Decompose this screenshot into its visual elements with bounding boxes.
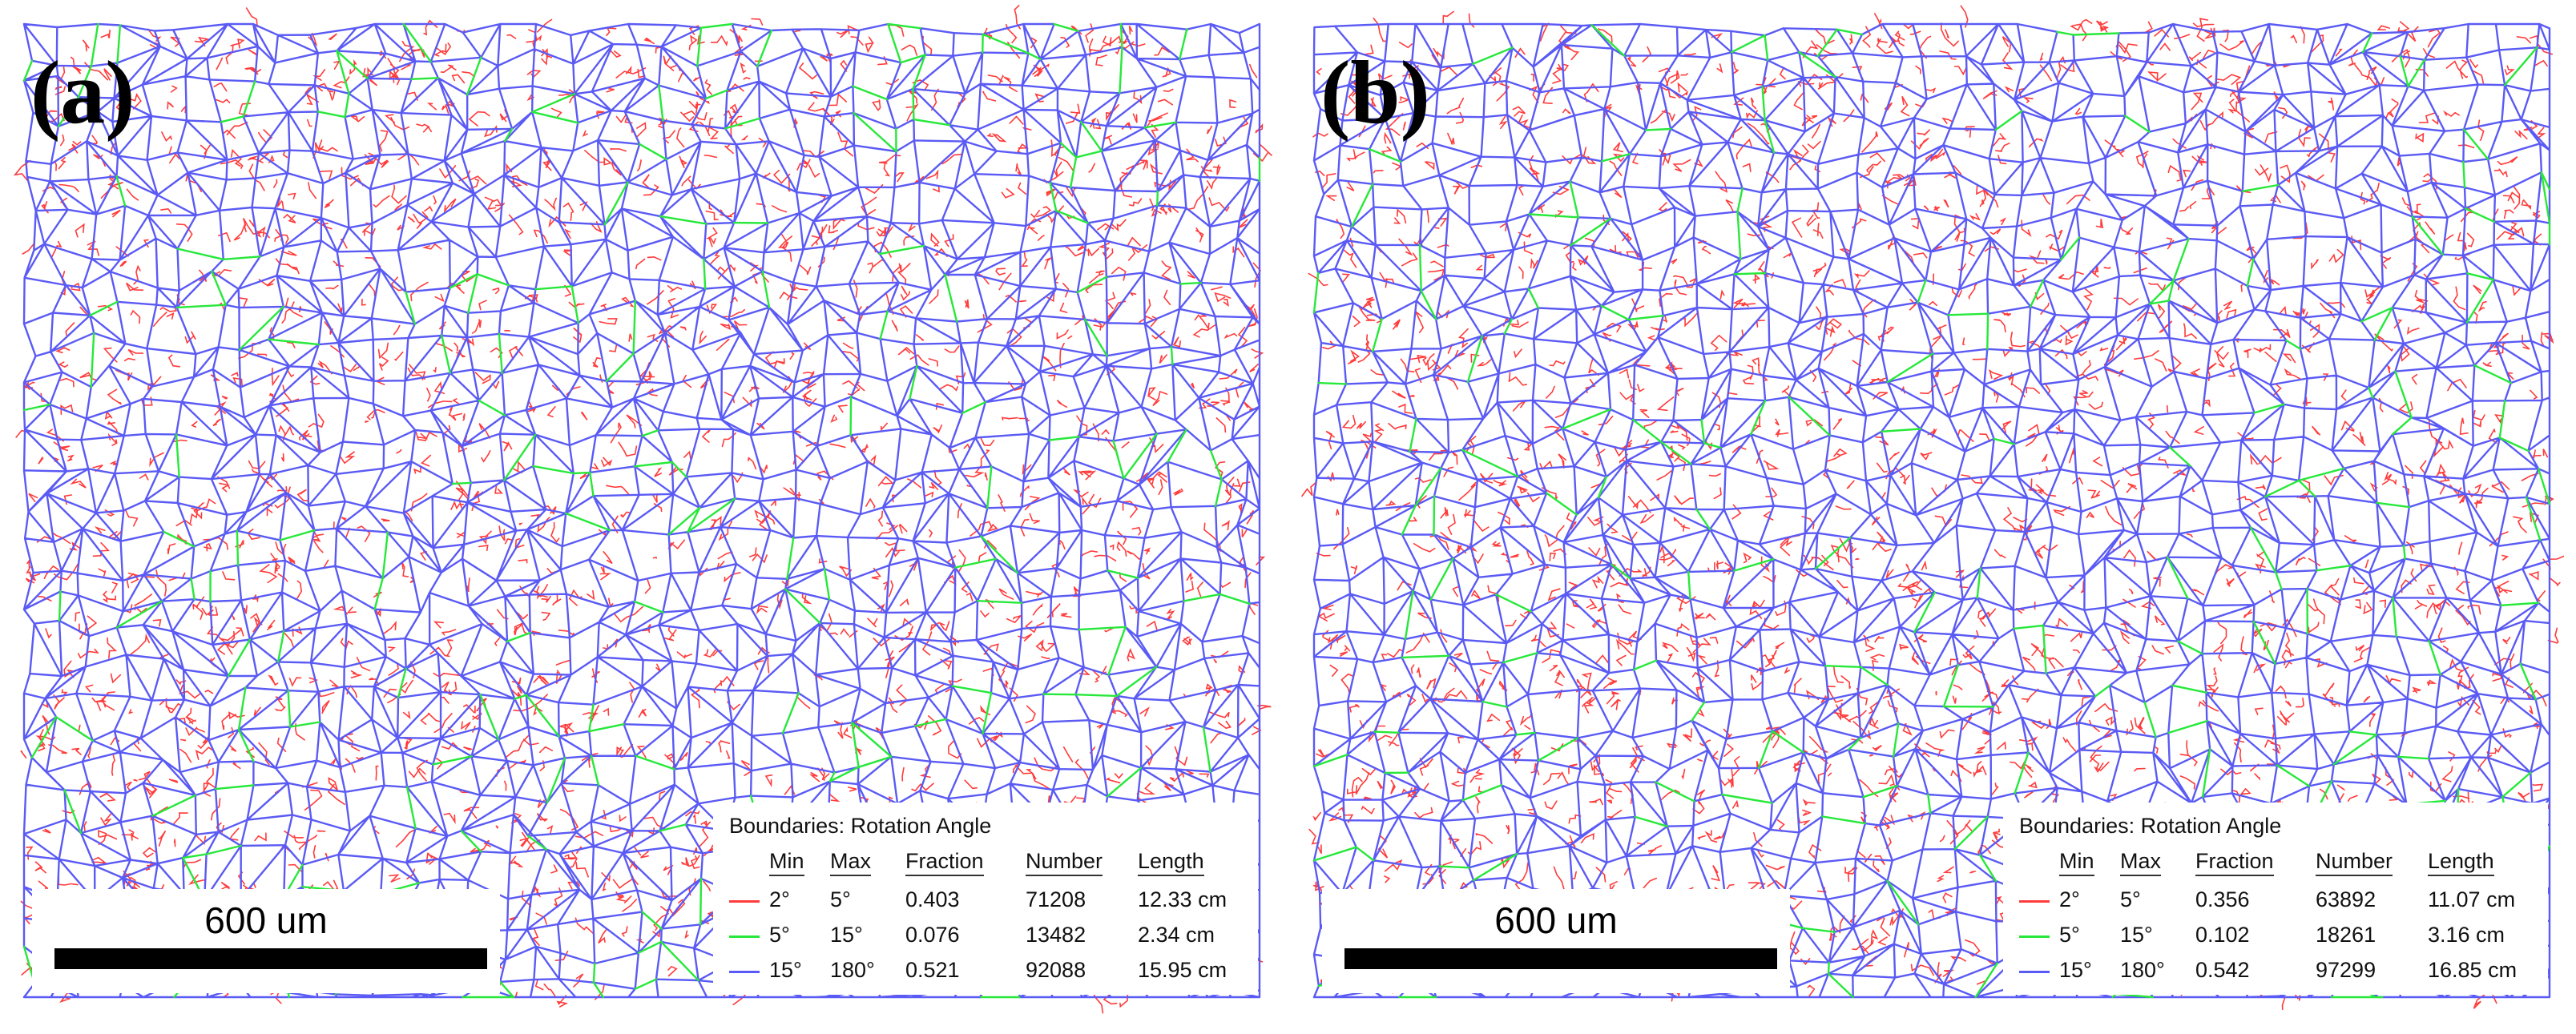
legend-row-mid-angle: 5° 15° 0.102 18261 3.16 cm [2003, 923, 2548, 950]
legend-fraction: 0.521 [905, 958, 960, 982]
legend-header-min: Min [2059, 849, 2094, 876]
legend-max: 180° [2120, 958, 2165, 982]
legend-swatch-green [729, 935, 760, 938]
legend-row-high-angle: 15° 180° 0.542 97299 16.85 cm [2003, 958, 2548, 985]
legend-row-high-angle: 15° 180° 0.521 92088 15.95 cm [713, 958, 1258, 985]
legend-swatch-blue [2019, 971, 2050, 973]
legend-row-low-angle: 2° 5° 0.403 71208 12.33 cm [713, 887, 1258, 915]
legend-swatch-green [2019, 935, 2050, 938]
legend-fraction: 0.356 [2195, 887, 2250, 911]
legend-fraction: 0.076 [905, 923, 960, 947]
grain-boundary-map-a [13, 5, 1272, 1014]
legend-fraction: 0.403 [905, 887, 960, 911]
legend-swatch-blue [729, 971, 760, 973]
legend-number: 97299 [2316, 958, 2376, 982]
legend-swatch-red [2019, 900, 2050, 903]
scale-bar-text: 600 um [1494, 899, 1618, 941]
legend-length: 12.33 cm [1138, 887, 1228, 911]
legend-header-number: Number [2316, 849, 2393, 876]
legend-header-row: Min Max Fraction Number Length [2003, 849, 2548, 876]
scale-bar-line [1344, 948, 1777, 969]
legend-row-low-angle: 2° 5° 0.356 63892 11.07 cm [2003, 887, 2548, 915]
legend-header-length: Length [2428, 849, 2494, 876]
legend-length: 16.85 cm [2428, 958, 2518, 982]
legend-number: 71208 [1026, 887, 1086, 911]
panel-label-b: (b) [1320, 43, 1430, 143]
scale-bar-text: 600 um [204, 899, 328, 941]
panel-b: (b) 600 um Boundaries: Rotation Angle Mi… [1290, 0, 2564, 1034]
legend-min: 2° [2059, 887, 2080, 911]
legend-header-fraction: Fraction [905, 849, 984, 876]
legend-fraction: 0.102 [2195, 923, 2250, 947]
legend-length: 2.34 cm [1138, 923, 1215, 947]
legend-title: Boundaries: Rotation Angle [729, 814, 992, 838]
legend-max: 15° [2120, 923, 2153, 947]
legend-length: 3.16 cm [2428, 923, 2505, 947]
legend-header-number: Number [1026, 849, 1103, 876]
legend-max: 15° [830, 923, 863, 947]
legend-swatch-red [729, 900, 760, 903]
legend-max: 180° [830, 958, 875, 982]
legend-header-row: Min Max Fraction Number Length [713, 849, 1258, 876]
legend-title: Boundaries: Rotation Angle [2019, 814, 2282, 838]
legend-length: 11.07 cm [2428, 887, 2516, 911]
legend-length: 15.95 cm [1138, 958, 1228, 982]
legend-min: 5° [2059, 923, 2080, 947]
legend-number: 18261 [2316, 923, 2376, 947]
scale-bar-a: 600 um [32, 889, 500, 993]
scale-bar-b: 600 um [1322, 889, 1790, 993]
legend-min: 15° [769, 958, 802, 982]
legend-header-fraction: Fraction [2195, 849, 2274, 876]
legend-number: 92088 [1026, 958, 1086, 982]
legend-fraction: 0.542 [2195, 958, 2250, 982]
legend-max: 5° [2120, 887, 2141, 911]
boundary-legend-b: Boundaries: Rotation Angle Min Max Fract… [2003, 803, 2548, 995]
legend-header-min: Min [769, 849, 804, 876]
legend-number: 63892 [2316, 887, 2376, 911]
legend-min: 2° [769, 887, 790, 911]
legend-row-mid-angle: 5° 15° 0.076 13482 2.34 cm [713, 923, 1258, 950]
legend-header-max: Max [2120, 849, 2162, 876]
legend-min: 15° [2059, 958, 2092, 982]
panel-a: (a) 600 um Boundaries: Rotation Angle Mi… [0, 0, 1274, 1034]
legend-number: 13482 [1026, 923, 1086, 947]
boundary-legend-a: Boundaries: Rotation Angle Min Max Fract… [713, 803, 1258, 995]
legend-header-max: Max [830, 849, 872, 876]
scale-bar-line [54, 948, 487, 969]
panel-label-a: (a) [30, 43, 135, 143]
legend-max: 5° [830, 887, 851, 911]
legend-header-length: Length [1138, 849, 1204, 876]
legend-min: 5° [769, 923, 790, 947]
